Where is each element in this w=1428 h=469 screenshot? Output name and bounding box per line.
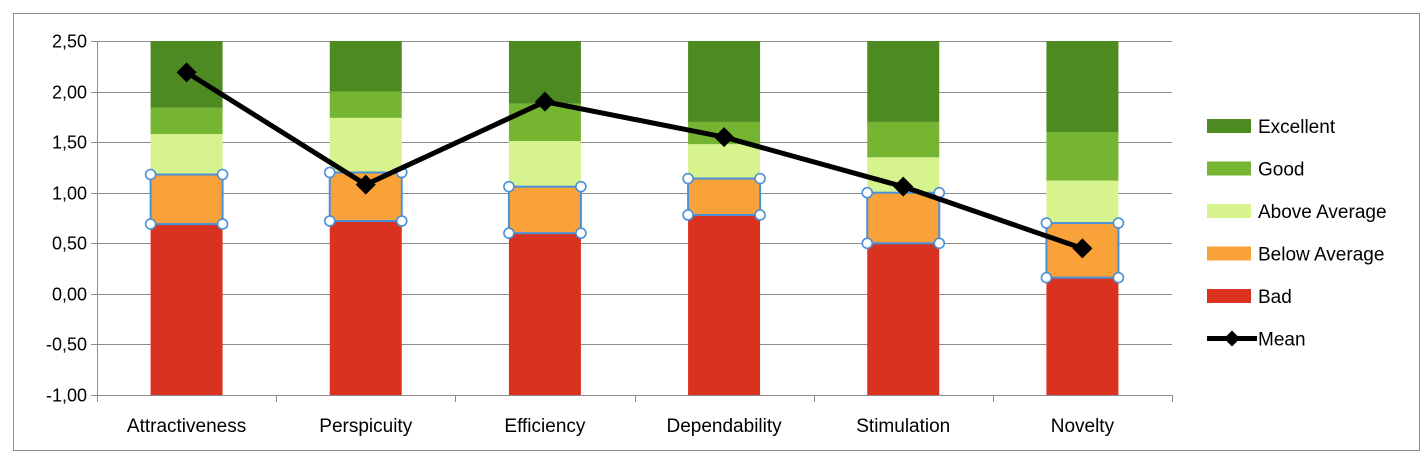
selection-handle[interactable] xyxy=(216,218,229,230)
legend: Excellent Good Above Average Below Average B… xyxy=(1207,117,1387,351)
legend-swatch-above-average xyxy=(1207,204,1251,218)
selection-handle[interactable] xyxy=(323,215,336,227)
bar-good xyxy=(1046,132,1119,181)
legend-swatch-mean-marker xyxy=(1224,330,1240,347)
selection-handle[interactable] xyxy=(754,209,766,221)
selection-handle[interactable] xyxy=(1112,217,1125,229)
y-tick-label: 1,50 xyxy=(52,133,87,153)
bar-bad xyxy=(688,214,761,395)
bar-above-average xyxy=(1046,180,1119,224)
legend-label: Good xyxy=(1258,160,1304,181)
legend-label: Bad xyxy=(1258,287,1292,308)
bar-good xyxy=(867,121,940,158)
selection-outline xyxy=(149,173,224,226)
bars xyxy=(150,41,1119,395)
legend-swatch-excellent xyxy=(1207,119,1251,133)
bar-bad xyxy=(329,221,402,395)
selection-handle[interactable] xyxy=(1112,271,1125,284)
selection-handle[interactable] xyxy=(754,172,766,185)
mean-point xyxy=(355,174,376,195)
grid-lines xyxy=(97,41,1172,396)
bar-bad xyxy=(508,233,581,395)
bar-below-average xyxy=(688,178,761,215)
bar-below-average xyxy=(508,186,581,234)
bar-below-average xyxy=(150,174,223,225)
bar-bad xyxy=(1046,277,1119,395)
y-tick-label: -0,50 xyxy=(46,335,87,355)
bar-excellent xyxy=(688,41,761,122)
x-tick-label: Stimulation xyxy=(856,416,950,437)
legend-swatch-bad xyxy=(1207,289,1251,303)
selection-handle[interactable] xyxy=(503,180,515,193)
bar-above-average xyxy=(150,134,223,175)
bar-above-average xyxy=(508,141,581,187)
selection-outline xyxy=(687,177,762,216)
legend-swatch-below-average xyxy=(1207,246,1251,261)
mean-point xyxy=(714,127,735,148)
x-tick-label: Perspicuity xyxy=(319,416,412,437)
selection-handle[interactable] xyxy=(933,237,946,250)
bar-below-average xyxy=(867,192,940,244)
mean-series xyxy=(176,62,1093,259)
mean-line xyxy=(185,70,1084,251)
bar-good xyxy=(329,91,402,118)
y-tick-label: 2,00 xyxy=(52,83,87,103)
selection-handle[interactable] xyxy=(682,172,694,185)
x-tick-label: Dependability xyxy=(667,416,783,437)
selection-handle[interactable] xyxy=(144,218,157,230)
selection-handle[interactable] xyxy=(1040,271,1053,284)
selection-handle[interactable] xyxy=(682,209,694,221)
bar-excellent xyxy=(329,41,402,92)
bar-excellent xyxy=(1046,41,1119,133)
mean-point xyxy=(534,91,555,112)
bar-above-average xyxy=(688,144,761,179)
y-tick-label: -1,00 xyxy=(46,386,87,406)
bar-excellent xyxy=(867,41,940,122)
legend-label: Below Average xyxy=(1258,245,1384,266)
selection-handle[interactable] xyxy=(575,227,587,239)
selection-handle[interactable] xyxy=(323,166,336,179)
x-tick-label: Attractiveness xyxy=(127,416,246,437)
mean-point xyxy=(893,176,914,197)
legend-label: Above Average xyxy=(1258,202,1387,223)
selection-outline xyxy=(1045,222,1120,279)
y-tick-label: 0,50 xyxy=(52,234,87,254)
mean-point xyxy=(176,62,197,83)
selection-handle[interactable] xyxy=(216,168,229,181)
bar-above-average xyxy=(329,117,402,173)
selection-handle[interactable] xyxy=(861,237,874,250)
legend-label: Excellent xyxy=(1258,117,1336,138)
y-tick-label: 1,00 xyxy=(52,184,87,204)
bar-bad xyxy=(867,243,940,395)
x-tick-label: Efficiency xyxy=(504,416,585,437)
x-tick-label: Novelty xyxy=(1051,416,1115,437)
selection-outline xyxy=(507,185,582,235)
y-tick-label: 0,00 xyxy=(52,285,87,305)
bar-good xyxy=(150,107,223,135)
selection-handle[interactable] xyxy=(575,180,587,193)
legend-label: Mean xyxy=(1258,330,1306,351)
axes: 2,50 2,00 1,50 1,00 0,50 0,00 -0,50 -1,00 Attrac… xyxy=(46,32,1173,437)
selection-outline xyxy=(328,171,403,223)
bar-bad xyxy=(150,224,223,395)
legend-swatch-good xyxy=(1207,161,1251,176)
selection-handle[interactable] xyxy=(144,168,157,181)
y-tick-label: 2,50 xyxy=(52,32,87,52)
selection-handles[interactable] xyxy=(144,166,1125,284)
selection-handle[interactable] xyxy=(861,186,874,199)
selection-handle[interactable] xyxy=(395,215,408,227)
mean-point xyxy=(1072,238,1093,259)
selection-handle[interactable] xyxy=(503,227,515,239)
selection-handle[interactable] xyxy=(1040,217,1053,229)
